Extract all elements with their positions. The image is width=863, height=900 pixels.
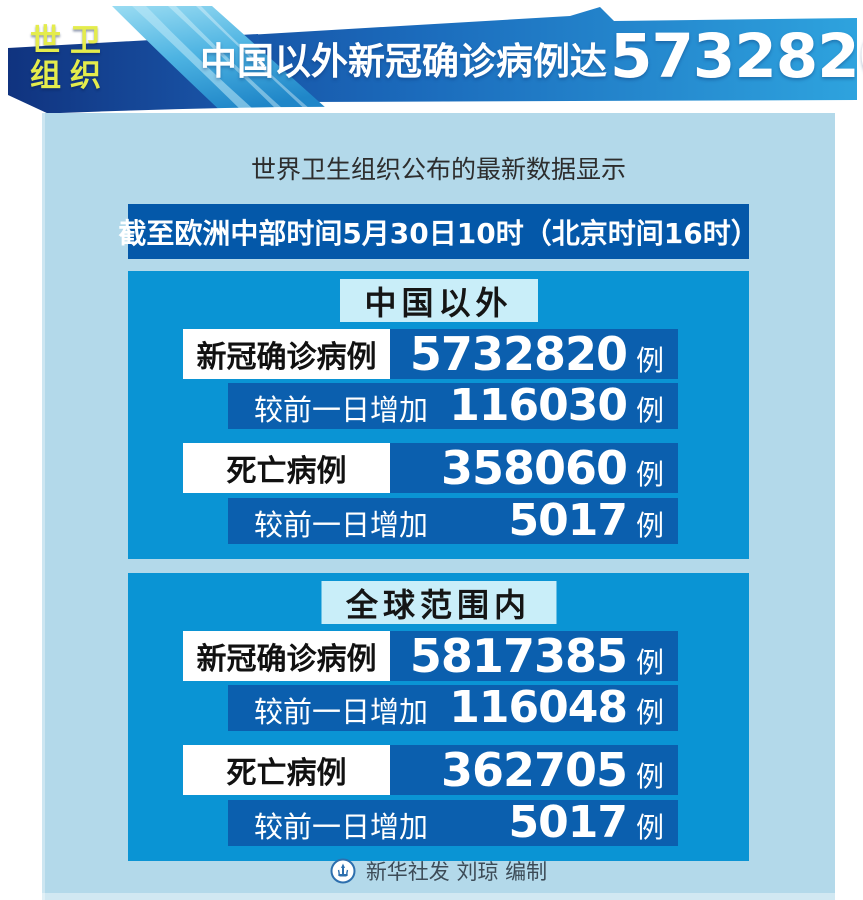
- footer-credit: 新华社发 刘琼 编制: [42, 856, 835, 886]
- panel-title: 中国以外: [339, 279, 538, 322]
- stat-number: 5017: [508, 495, 628, 546]
- stat-value-deaths: 362705 例: [390, 745, 678, 795]
- stat-unit: 例: [635, 811, 664, 844]
- stat-row-deaths-increase: 较前一日增加 5017 例: [228, 498, 678, 544]
- stat-unit: 例: [635, 344, 664, 377]
- stat-label-deaths: 死亡病例: [183, 443, 390, 493]
- stats-panel-worldwide: 全球范围内 新冠确诊病例 5817385 例 较前一日增加 116048 例 死…: [128, 573, 749, 861]
- stat-value-confirmed: 5732820 例: [390, 329, 678, 379]
- stat-unit: 例: [635, 509, 664, 542]
- stat-label-deaths: 死亡病例: [183, 745, 390, 795]
- headline-text: 中国以外新冠确诊病例达: [200, 40, 607, 83]
- stat-unit: 例: [635, 760, 664, 793]
- who-badge-line2: 组织: [30, 58, 110, 94]
- stat-unit: 例: [635, 394, 664, 427]
- stats-panel-outside-china: 中国以外 新冠确诊病例 5732820 例 较前一日增加 116030 例 死亡…: [128, 271, 749, 559]
- stat-number: 5817385: [409, 629, 628, 683]
- intro-text: 世界卫生组织公布的最新数据显示: [250, 155, 626, 184]
- stat-value-confirmed: 5817385 例: [390, 631, 678, 681]
- stat-label: 较前一日增加: [254, 695, 429, 729]
- stat-label: 较前一日增加: [254, 393, 429, 427]
- swoosh-streak-1: [132, 6, 262, 117]
- panel-title: 全球范围内: [320, 581, 557, 624]
- stat-number: 358060: [440, 441, 628, 495]
- swoosh-streak-2: [168, 6, 292, 117]
- as-of-date-bar: 截至欧洲中部时间5月30日10时（北京时间16时）: [118, 204, 759, 259]
- stat-unit: 例: [635, 458, 664, 491]
- as-of-date-text: 截至欧洲中部时间5月30日10时（北京时间16时）: [118, 216, 759, 250]
- stat-label: 较前一日增加: [254, 810, 429, 844]
- footer-credit-text: 新华社发 刘琼 编制: [365, 860, 548, 884]
- stat-row-confirmed-increase: 较前一日增加 116048 例: [228, 685, 678, 731]
- stat-row-confirmed-increase: 较前一日增加 116030 例: [228, 383, 678, 429]
- swoosh-streak-3: [196, 6, 318, 116]
- headline: 中国以外新冠确诊病例达 5732820 例: [200, 12, 863, 104]
- stat-label-confirmed: 新冠确诊病例: [183, 329, 390, 379]
- stat-value-deaths: 358060 例: [390, 443, 678, 493]
- stat-number: 5732820: [409, 327, 628, 381]
- stat-label: 较前一日增加: [254, 508, 429, 542]
- bottom-strip: [42, 893, 835, 900]
- who-badge: 世卫 组织: [30, 26, 110, 96]
- stat-number: 362705: [440, 743, 628, 797]
- stat-row-deaths-increase: 较前一日增加 5017 例: [228, 800, 678, 846]
- stat-label-confirmed: 新冠确诊病例: [183, 631, 390, 681]
- stat-number: 5017: [508, 797, 628, 848]
- headline-number: 5732820: [610, 20, 863, 92]
- stat-number: 116030: [449, 380, 628, 431]
- who-badge-line1: 世卫: [30, 23, 110, 59]
- xinhua-logo-icon: [330, 858, 356, 884]
- stat-number: 116048: [449, 682, 628, 733]
- stat-unit: 例: [635, 696, 664, 729]
- content-panel: 世界卫生组织公布的最新数据显示 截至欧洲中部时间5月30日10时（北京时间16时…: [42, 113, 835, 900]
- header-banner-ribbon: [8, 6, 857, 126]
- stat-unit: 例: [635, 646, 664, 679]
